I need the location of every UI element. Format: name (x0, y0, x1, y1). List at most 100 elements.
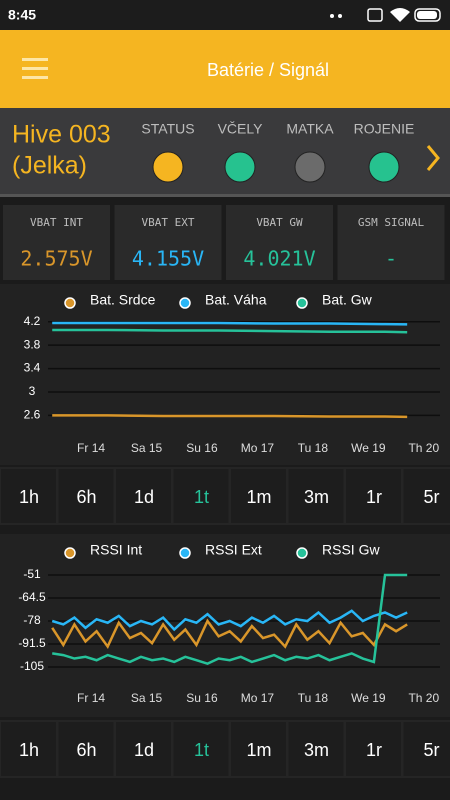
status-bar (0, 0, 450, 30)
range-button[interactable] (173, 469, 229, 523)
range-button[interactable] (173, 722, 229, 776)
card-label: VBAT INT (30, 216, 83, 229)
range-label[interactable]: 3m (304, 740, 329, 760)
legend-label: Bat. Srdce (90, 292, 156, 308)
y-tick-label: -91.5 (18, 636, 46, 650)
x-tick-label: Tu 18 (298, 441, 329, 455)
series-line (52, 573, 408, 665)
legend-label: RSSI Gw (322, 542, 380, 558)
card (3, 205, 110, 280)
range-label[interactable]: 1r (366, 487, 382, 507)
y-tick-label: -78 (23, 613, 41, 627)
range-button[interactable] (116, 469, 171, 523)
hive-alias: (Jelka) (12, 152, 87, 180)
x-tick-label: Su 16 (186, 691, 218, 705)
range-button[interactable] (116, 722, 171, 776)
status-time: 8:45 (8, 7, 36, 23)
range-button[interactable] (288, 469, 344, 523)
x-tick-label: Fr 14 (77, 691, 105, 705)
card-label: VBAT EXT (142, 216, 195, 229)
x-tick-label: Mo 17 (241, 691, 275, 705)
indicator-dot (368, 151, 400, 183)
y-tick-label: 3 (29, 384, 36, 398)
legend-label: RSSI Ext (205, 542, 262, 558)
y-tick-label: 2.6 (24, 408, 41, 422)
indicator-label: MATKA (286, 121, 334, 137)
range-label[interactable]: 1t (194, 487, 209, 507)
indicator-dot (224, 151, 256, 183)
range-button[interactable] (403, 722, 450, 776)
range-button[interactable] (346, 469, 401, 523)
x-tick-label: Th 20 (408, 691, 439, 705)
range-label[interactable]: 3m (304, 487, 329, 507)
range-label[interactable]: 1r (366, 740, 382, 760)
card (114, 205, 222, 280)
x-tick-label: Su 16 (186, 441, 218, 455)
x-tick-label: Mo 17 (241, 441, 275, 455)
x-tick-label: Sa 15 (131, 441, 163, 455)
range-button[interactable] (288, 722, 344, 776)
hive-strip (0, 108, 450, 194)
range-button[interactable] (346, 722, 401, 776)
chart-panel (0, 284, 450, 465)
range-button[interactable] (403, 469, 450, 523)
range-label[interactable]: 1t (194, 740, 209, 760)
indicator-label: ROJENIE (354, 121, 415, 137)
next-arrow[interactable] (426, 145, 440, 171)
range-label[interactable]: 6h (76, 487, 96, 507)
card (337, 205, 445, 280)
card (226, 205, 333, 280)
menu-button[interactable] (22, 58, 48, 79)
series-line (52, 321, 408, 326)
x-tick-label: Sa 15 (131, 691, 163, 705)
app-bar (0, 30, 450, 108)
y-tick-label: -51 (23, 567, 41, 581)
legend-label: Bat. Váha (205, 292, 267, 308)
app-title: Batérie / Signál (207, 60, 329, 80)
card-label: VBAT GW (256, 216, 303, 229)
x-tick-label: Tu 18 (298, 691, 329, 705)
y-tick-label: -64.5 (18, 590, 46, 604)
indicator-label: VČELY (218, 121, 264, 137)
range-label[interactable]: 1d (134, 487, 154, 507)
indicator-label: STATUS (141, 121, 194, 137)
card-value: 4.155V (132, 247, 204, 271)
range-label[interactable]: 1h (19, 740, 39, 760)
series-line (52, 328, 408, 334)
legend-marker (296, 297, 308, 309)
range-button[interactable] (231, 722, 286, 776)
hive-name: Hive 003 (12, 121, 111, 149)
range-label[interactable]: 6h (76, 740, 96, 760)
indicator-dot (152, 151, 184, 183)
legend-label: RSSI Int (90, 542, 142, 558)
card-value: 2.575V (20, 247, 92, 271)
legend-marker (64, 297, 76, 309)
y-tick-label: 3.8 (24, 337, 41, 351)
range-label[interactable]: 1d (134, 740, 154, 760)
range-label[interactable]: 1m (246, 487, 271, 507)
card-value: - (385, 247, 397, 271)
series-line (52, 414, 408, 419)
range-label[interactable]: 5r (423, 740, 439, 760)
chart-panel (0, 534, 450, 717)
series-line (51, 618, 408, 650)
legend-marker (179, 547, 191, 559)
legend-marker (64, 547, 76, 559)
range-button[interactable] (1, 722, 56, 776)
card-label: GSM SIGNAL (358, 216, 425, 229)
legend-marker (296, 547, 308, 559)
divider (0, 194, 450, 197)
range-label[interactable]: 1h (19, 487, 39, 507)
x-tick-label: We 19 (351, 691, 386, 705)
range-label[interactable]: 1m (246, 740, 271, 760)
range-button[interactable] (1, 469, 56, 523)
y-tick-label: 4.2 (24, 314, 41, 328)
range-button[interactable] (58, 722, 114, 776)
range-button[interactable] (58, 469, 114, 523)
range-label[interactable]: 5r (423, 487, 439, 507)
status-icons (330, 8, 441, 22)
range-button[interactable] (231, 469, 286, 523)
card-value: 4.021V (243, 247, 315, 271)
y-tick-label: -105 (20, 659, 44, 673)
